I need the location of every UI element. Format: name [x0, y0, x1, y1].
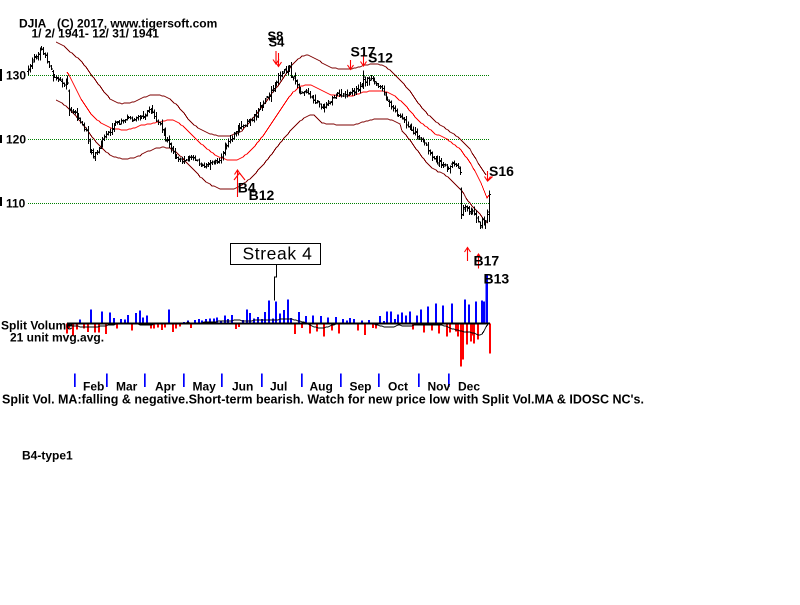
svg-text:1/ 2/ 1941- 12/ 31/ 1941: 1/ 2/ 1941- 12/ 31/ 1941: [32, 27, 160, 41]
svg-text:Apr: Apr: [155, 380, 176, 394]
svg-text:Dec: Dec: [458, 380, 480, 394]
svg-text:DJIA: DJIA: [19, 17, 47, 31]
svg-text:Split Vol. MA:falling & negati: Split Vol. MA:falling & negative.Short-t…: [2, 393, 644, 407]
svg-text:Nov: Nov: [428, 380, 451, 394]
svg-text:S12: S12: [368, 50, 393, 66]
svg-text:Jul: Jul: [270, 380, 287, 394]
svg-text:120: 120: [6, 133, 26, 147]
svg-text:S16: S16: [489, 163, 514, 179]
svg-text:Split Volume: Split Volume: [1, 319, 73, 333]
svg-text:B13: B13: [484, 271, 510, 287]
svg-text:130: 130: [6, 69, 26, 83]
svg-text:B12: B12: [249, 187, 275, 203]
svg-text:110: 110: [6, 197, 26, 211]
svg-text:S8: S8: [268, 29, 284, 44]
svg-text:B17: B17: [474, 253, 500, 269]
svg-text:May: May: [193, 380, 217, 394]
svg-text:B4: B4: [238, 179, 256, 195]
svg-text:S4: S4: [269, 35, 286, 50]
svg-text:B4-type1: B4-type1: [22, 449, 73, 463]
svg-text:Jun: Jun: [232, 380, 253, 394]
svg-text:(C) 2017, www.tigersoft.com: (C) 2017, www.tigersoft.com: [57, 17, 217, 31]
svg-text:S17: S17: [351, 44, 376, 60]
svg-text:21 unit mvg.avg.: 21 unit mvg.avg.: [10, 331, 104, 345]
svg-text:Oct: Oct: [388, 380, 408, 394]
svg-text:Streak 4: Streak 4: [243, 244, 313, 264]
svg-text:Mar: Mar: [116, 380, 138, 394]
svg-text:Sep: Sep: [350, 380, 372, 394]
svg-text:Feb: Feb: [83, 380, 104, 394]
svg-text:Aug: Aug: [310, 380, 333, 394]
